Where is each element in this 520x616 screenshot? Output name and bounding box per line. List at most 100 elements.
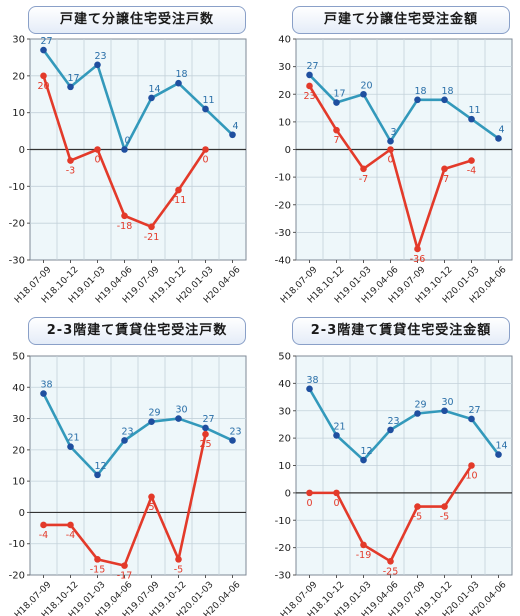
y-tick-label: 0 [19,508,25,519]
data-label: 29 [414,399,426,410]
data-label: -4 [467,166,476,177]
data-point [202,424,209,432]
chart-3: -20-1001020304050H18.07-09H18.10-12H19.0… [9,352,247,616]
data-label: 20 [37,81,49,92]
data-point [94,61,101,69]
data-point [67,443,74,451]
data-label: 23 [387,416,399,427]
data-point [40,72,47,80]
data-point [387,146,394,153]
data-point [67,83,74,91]
y-tick-label: -30 [275,571,291,582]
data-label: 38 [40,380,52,391]
data-point [360,541,367,549]
data-point [202,430,209,438]
data-point [148,418,155,426]
data-label: 21 [67,433,79,444]
data-label: 18 [441,86,453,97]
data-point [40,46,47,54]
data-label: -17 [117,571,133,582]
y-tick-label: 20 [278,434,291,445]
y-tick-label: 50 [12,352,25,363]
y-tick-label: 40 [278,379,291,390]
data-label: 0 [333,498,339,509]
data-label: -11 [171,195,187,206]
y-tick-label: -10 [9,539,25,550]
data-point [333,489,340,497]
data-point [121,146,128,153]
data-label: -5 [174,564,183,575]
data-label: -19 [356,550,372,561]
data-point [121,562,128,569]
series-line-1 [42,392,234,477]
y-tick-label: 30 [278,62,291,73]
data-label: 7 [333,135,339,146]
data-label: -4 [39,530,48,541]
series-line-1 [42,49,234,151]
data-point [387,558,394,565]
data-point [495,135,502,142]
data-label: 20 [360,80,372,91]
y-tick-label: 30 [12,35,25,46]
data-label: 23 [94,51,106,62]
data-label: -5 [440,512,449,523]
chart-2: -40-30-20-10010203040H18.07-09H18.10-12H… [275,35,513,305]
data-point [94,471,101,479]
data-point [414,245,421,253]
chart-title-4: 2-3階建て賃貸住宅受注金額 [292,317,510,345]
data-point [414,503,421,510]
data-point [387,137,394,145]
y-tick-label: -20 [9,219,25,230]
y-tick-label: -10 [275,173,291,184]
data-label: -36 [410,254,426,265]
y-tick-label: 10 [278,461,291,472]
y-tick-label: -10 [9,182,25,193]
data-point [40,390,47,397]
data-label: 11 [202,95,214,106]
y-tick-label: 30 [278,406,291,417]
data-label: 14 [495,441,507,452]
data-point [441,96,448,104]
data-label: 0 [387,155,393,166]
data-point [360,165,367,173]
data-point [40,521,47,529]
data-point [94,556,101,563]
data-point [468,157,475,164]
data-label: 27 [202,414,214,425]
data-label: -25 [383,566,399,577]
data-label: 18 [414,86,426,97]
y-tick-label: -40 [275,256,291,267]
data-label: -4 [66,530,75,541]
data-point [67,157,74,164]
data-label: 18 [175,69,187,80]
data-label: 4 [498,124,504,135]
y-tick-label: -30 [275,228,291,239]
chart-title-2: 戸建て分譲住宅受注金額 [292,6,510,34]
data-point [333,432,340,439]
data-label: 0 [202,155,208,166]
y-tick-label: -20 [9,571,25,582]
data-point [94,146,101,153]
data-point [175,79,182,87]
data-label: -5 [413,512,422,523]
data-point [306,71,313,79]
y-tick-label: 0 [285,488,291,499]
data-point [360,90,367,98]
data-label: 38 [306,375,318,386]
data-label: 21 [333,421,345,432]
y-tick-label: 20 [12,71,25,82]
y-tick-label: -30 [9,256,25,267]
data-label: 17 [333,89,345,100]
data-point [229,437,236,444]
series-line-1 [308,388,500,462]
data-point [148,223,155,231]
data-label: 10 [465,471,477,482]
data-point [306,385,313,393]
data-point [148,94,155,102]
data-point [333,99,340,106]
data-point [414,96,421,104]
data-label: -3 [66,166,75,177]
data-point [175,186,182,194]
